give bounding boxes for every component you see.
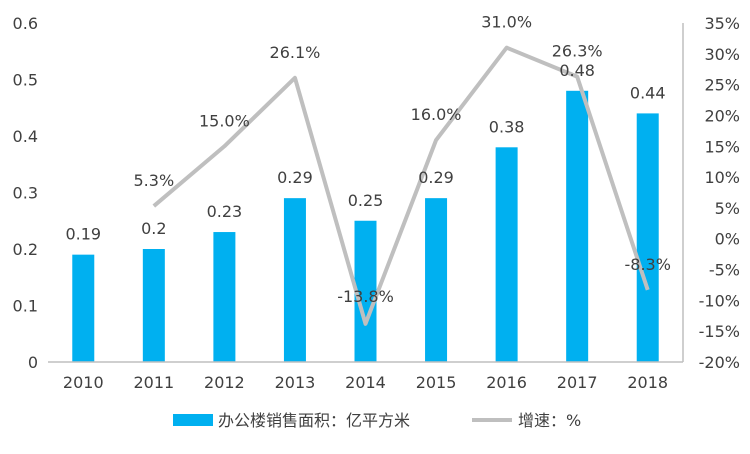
growth-value-label: -8.3% [625, 255, 671, 274]
x-tick-label: 2017 [557, 373, 598, 392]
right-tick-label: 25% [704, 76, 740, 95]
right-tick-label: 10% [704, 168, 740, 187]
x-tick-label: 2015 [416, 373, 457, 392]
growth-value-label: 15.0% [199, 111, 250, 130]
growth-line [152, 45, 650, 326]
bar-2018 [636, 113, 659, 363]
right-tick-label: 0% [715, 230, 740, 249]
bar-2013 [283, 198, 306, 362]
bar-value-label: 0.25 [348, 191, 384, 210]
x-tick-label: 2012 [204, 373, 245, 392]
axes: 0 0.1 0.2 0.3 0.4 0.5 0.6 -20% -15% -10% -5% 0% 5% 10… [13, 14, 740, 392]
growth-value-label: 31.0% [481, 13, 532, 32]
legend-bar-label: 办公楼销售面积：亿平方米 [218, 411, 410, 430]
legend-bar-swatch [173, 414, 213, 426]
right-tick-label: 15% [704, 137, 740, 156]
growth-value-label: 26.1% [270, 43, 321, 62]
bar-series [72, 90, 659, 363]
x-tick-label: 2018 [627, 373, 668, 392]
x-tick-label: 2014 [345, 373, 386, 392]
left-tick-label: 0.2 [13, 240, 38, 259]
x-tick-label: 2016 [486, 373, 527, 392]
bar-value-label: 0.48 [559, 61, 595, 80]
left-tick-label: 0 [28, 353, 38, 372]
growth-value-label: 5.3% [134, 171, 175, 190]
x-tick-label: 2013 [275, 373, 316, 392]
x-tick-label: 2011 [133, 373, 174, 392]
bar-2016 [495, 147, 518, 362]
bar-value-label: 0.44 [630, 83, 666, 102]
bar-2012 [213, 232, 236, 362]
bar-2017 [566, 90, 589, 363]
line-series [152, 45, 650, 326]
right-tick-label: -10% [699, 291, 740, 310]
bar-value-label: 0.29 [277, 168, 313, 187]
right-tick-label: -20% [699, 353, 740, 372]
left-tick-label: 0.5 [13, 71, 38, 90]
right-tick-label: 5% [715, 199, 740, 218]
legend-line-label: 增速：% [518, 411, 581, 430]
bar-2015 [425, 198, 448, 362]
bar-2011 [142, 249, 165, 362]
left-tick-label: 0.6 [13, 14, 38, 33]
right-tick-label: 35% [704, 14, 740, 33]
bar-value-label: 0.29 [418, 168, 454, 187]
bar-2010 [72, 254, 95, 362]
legend: 办公楼销售面积：亿平方米 增速：% [173, 411, 581, 430]
bar-value-label: 0.23 [207, 202, 243, 221]
right-tick-label: 30% [704, 45, 740, 64]
bar-value-label: 0.38 [489, 117, 525, 136]
right-tick-label: -15% [699, 322, 740, 341]
right-tick-label: 20% [704, 106, 740, 125]
growth-value-label: 26.3% [552, 42, 603, 61]
x-tick-label: 2010 [63, 373, 104, 392]
growth-value-label: -13.8% [337, 287, 394, 306]
left-tick-label: 0.1 [13, 297, 38, 316]
left-tick-label: 0.4 [13, 127, 38, 146]
left-tick-label: 0.3 [13, 184, 38, 203]
bar-2014 [354, 220, 377, 362]
right-tick-label: -5% [709, 261, 740, 280]
bar-value-label: 0.19 [65, 225, 101, 244]
data-labels: 0.19 0.2 0.23 0.29 0.25 0.29 0.38 0.48 0.44 5.3% 1… [65, 13, 670, 306]
bar-value-label: 0.2 [141, 219, 166, 238]
growth-value-label: 16.0% [411, 105, 462, 124]
